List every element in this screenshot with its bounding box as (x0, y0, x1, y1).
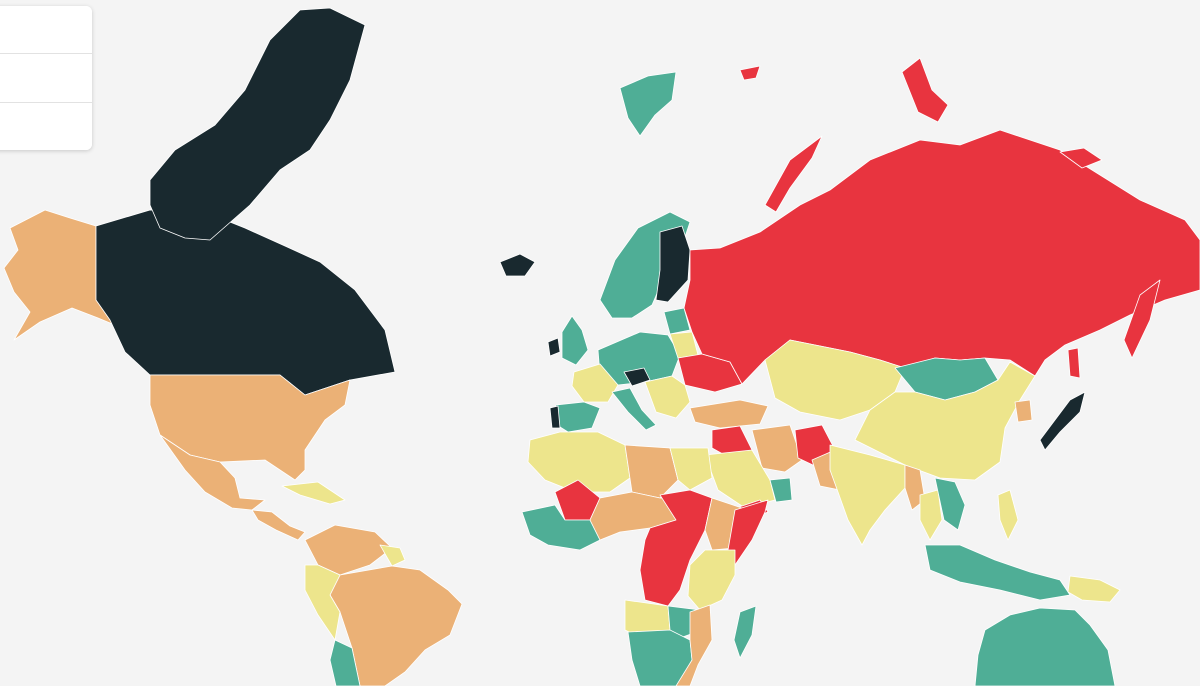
region-italy[interactable] (611, 387, 657, 431)
region-alaska[interactable] (3, 209, 123, 341)
region-indonesia[interactable] (924, 544, 1071, 601)
region-balkans[interactable] (644, 375, 691, 419)
region-saudi-arabia[interactable] (704, 449, 776, 509)
region-france[interactable] (571, 363, 619, 403)
region-egypt[interactable] (669, 447, 713, 491)
region-philippines[interactable] (997, 489, 1019, 541)
region-ireland[interactable] (547, 337, 561, 357)
region-china[interactable] (854, 361, 1036, 481)
region-india[interactable] (829, 444, 906, 546)
region-sakhalin[interactable] (1067, 347, 1081, 379)
region-guyana[interactable] (379, 544, 406, 567)
region-canada[interactable] (95, 209, 396, 396)
zoom-in-button[interactable] (0, 6, 92, 55)
region-new-guinea[interactable] (1067, 575, 1121, 603)
region-japan[interactable] (1039, 391, 1086, 451)
region-oman[interactable] (769, 477, 793, 503)
region-thailand[interactable] (919, 489, 943, 541)
region-iceland[interactable] (499, 253, 536, 277)
region-east-africa[interactable] (687, 549, 736, 611)
region-australia[interactable] (974, 607, 1116, 686)
region-finland[interactable] (655, 225, 691, 303)
reset-view-button[interactable] (0, 102, 92, 150)
region-central-asia[interactable] (764, 339, 906, 421)
region-central-america[interactable] (251, 509, 306, 541)
region-kamchatka[interactable] (1123, 279, 1161, 359)
region-mozambique[interactable] (675, 604, 713, 686)
map-zoom-control (0, 6, 92, 150)
region-indochina[interactable] (934, 477, 966, 531)
region-portugal[interactable] (549, 405, 561, 429)
region-madagascar[interactable] (733, 605, 757, 659)
region-brazil[interactable] (329, 565, 463, 686)
region-korea[interactable] (1014, 399, 1033, 423)
region-libya[interactable] (624, 444, 679, 499)
region-new-siberian[interactable] (901, 57, 949, 123)
region-baltics[interactable] (663, 307, 691, 335)
region-uk[interactable] (561, 315, 589, 366)
region-svalbard[interactable] (619, 71, 677, 137)
region-new-siberian-2[interactable] (1059, 147, 1103, 169)
region-turkey[interactable] (689, 399, 769, 429)
region-maghreb[interactable] (527, 431, 631, 493)
zoom-out-button[interactable] (0, 54, 92, 103)
region-caribbean[interactable] (281, 481, 346, 505)
region-russia[interactable] (683, 129, 1200, 385)
region-novaya-zemlya[interactable] (764, 135, 823, 213)
region-franz-josef[interactable] (739, 65, 761, 81)
region-canada-arctic[interactable] (149, 7, 366, 241)
region-iran[interactable] (751, 424, 803, 473)
region-bolivia-paraguay[interactable] (329, 639, 361, 686)
region-mexico[interactable] (159, 434, 266, 511)
region-peru[interactable] (304, 564, 341, 641)
region-austria[interactable] (623, 367, 651, 387)
